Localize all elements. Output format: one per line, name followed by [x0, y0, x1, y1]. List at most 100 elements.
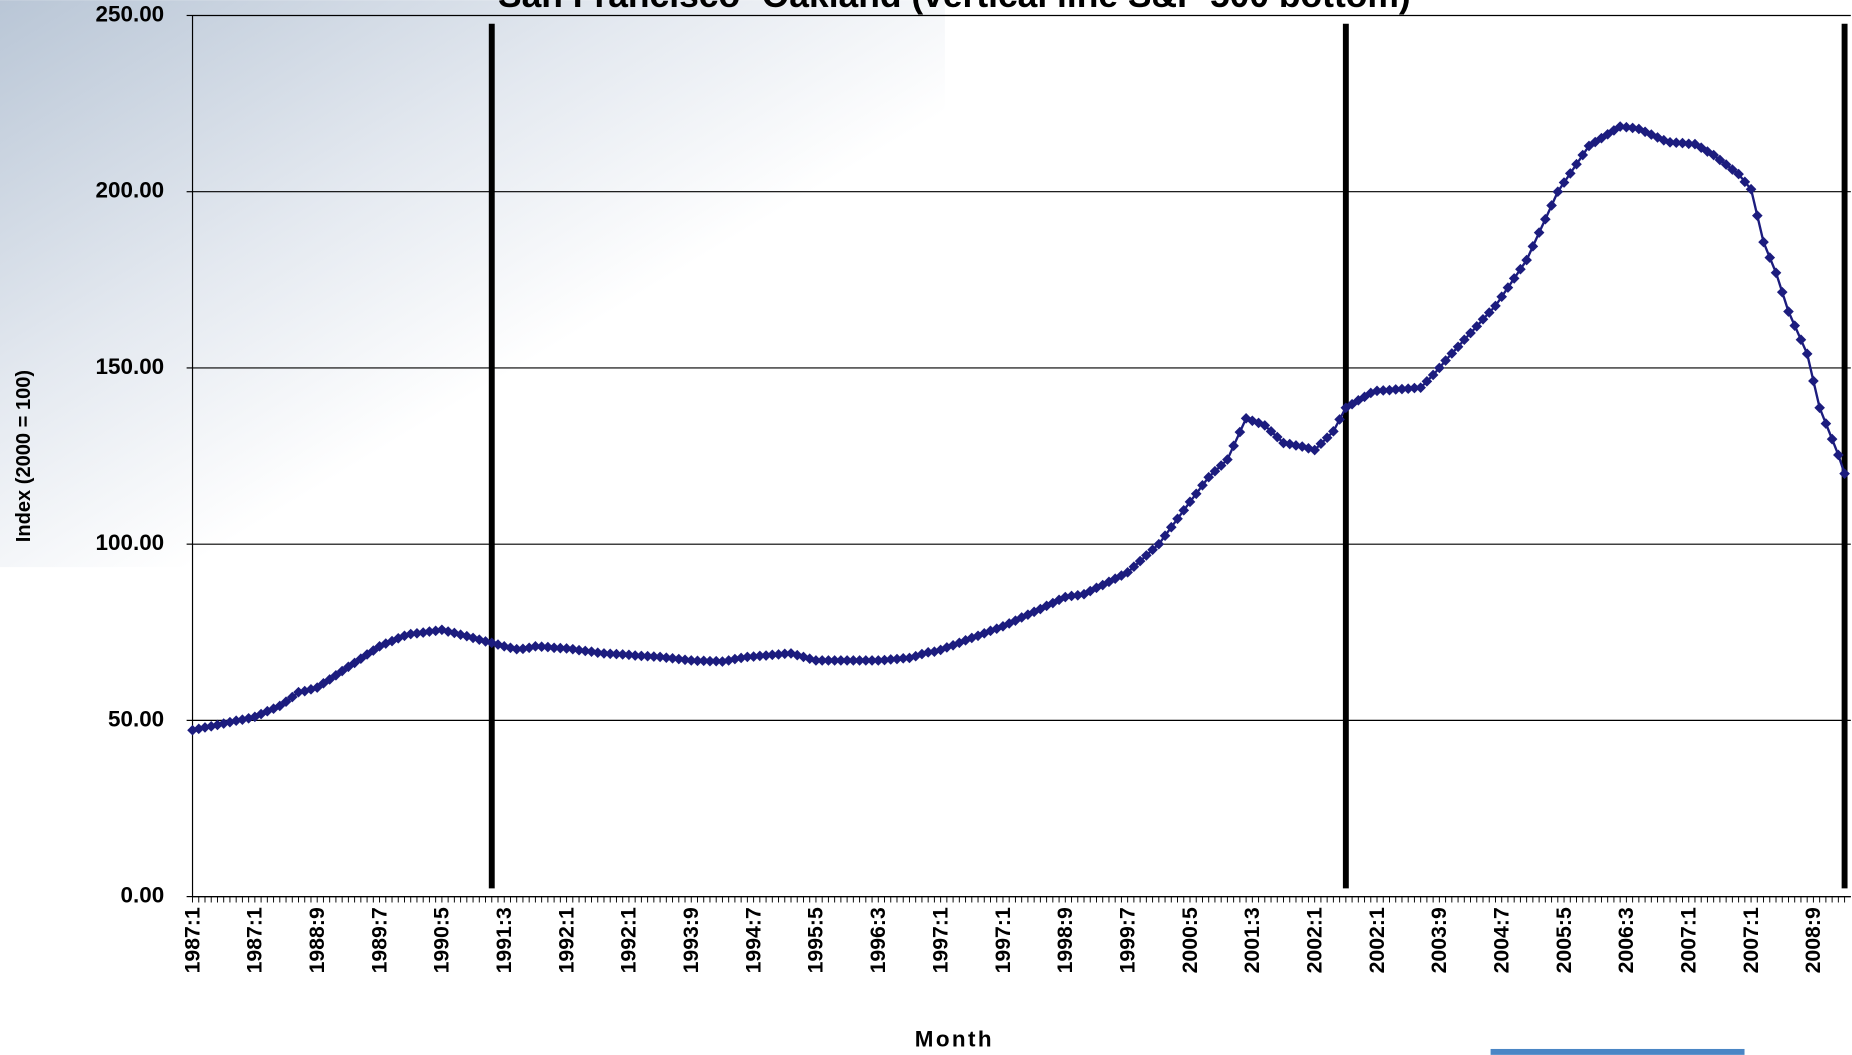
data-point [897, 653, 909, 664]
data-point [1820, 418, 1832, 429]
data-point [542, 641, 554, 653]
data-point [673, 653, 685, 665]
x-tick-label: 2007:1 [1739, 907, 1763, 973]
data-point [748, 651, 759, 662]
data-point [1751, 210, 1763, 221]
data-point [1452, 341, 1464, 353]
x-tick-label: 1988:9 [305, 907, 329, 973]
x-axis-label: Month [915, 1027, 994, 1052]
data-point [405, 628, 417, 640]
x-tick-label: 1998:9 [1053, 907, 1077, 973]
data-point [766, 649, 778, 661]
x-tick-label: 1989:7 [367, 907, 391, 973]
data-point [860, 655, 872, 666]
data-point [1764, 252, 1776, 263]
data-point [1178, 505, 1190, 516]
data-point [629, 650, 641, 661]
y-tick-label: 250.00 [96, 1, 165, 26]
x-tick-label: 2001:3 [1240, 907, 1264, 973]
x-tick-label: 1995:5 [804, 907, 828, 973]
x-tick-label: 2007:1 [1677, 907, 1701, 973]
data-point [841, 655, 853, 666]
x-ticks [192, 896, 1846, 903]
data-point [1134, 555, 1146, 567]
background-photo [0, 0, 945, 568]
data-point [854, 655, 865, 666]
data-point [1427, 369, 1439, 381]
data-point [1078, 588, 1090, 600]
data-point [1228, 440, 1239, 452]
data-point [1022, 609, 1034, 620]
data-point [623, 649, 635, 661]
data-point [1783, 306, 1794, 317]
data-point [698, 655, 710, 667]
data-point [424, 626, 435, 637]
data-point [1153, 538, 1165, 550]
x-tick-label: 2002:1 [1365, 907, 1389, 973]
data-point [1814, 402, 1825, 414]
y-tick-label: 0.00 [121, 883, 165, 908]
data-point [754, 650, 766, 662]
data-point [1677, 137, 1688, 149]
data-point [579, 645, 591, 657]
data-point [1415, 382, 1426, 393]
data-point [773, 649, 784, 660]
x-tick-label: 2003:9 [1427, 907, 1451, 973]
data-point [1141, 550, 1152, 561]
x-tick-label: 1993:9 [679, 907, 703, 973]
chart-title: San Francisco- Oakland (vertical line S&… [498, 0, 1411, 15]
data-point [1558, 177, 1570, 188]
data-point [1234, 426, 1246, 438]
data-point [1670, 137, 1682, 149]
data-point [611, 648, 622, 660]
data-point [1795, 334, 1807, 346]
data-point [872, 655, 884, 666]
data-point [1733, 168, 1744, 180]
x-tick-label: 1990:5 [430, 907, 454, 973]
data-point [661, 652, 672, 663]
y-axis-label: Index (2000 = 100) [13, 370, 35, 542]
data-point [555, 642, 566, 654]
y-tick-label: 200.00 [96, 178, 165, 203]
data-point [511, 643, 523, 655]
x-tick-label: 1997:1 [928, 907, 952, 973]
data-point [1540, 213, 1551, 225]
data-point [1159, 530, 1171, 542]
data-point [810, 655, 822, 666]
data-point [1421, 376, 1433, 387]
x-tick-label: 1996:3 [866, 907, 890, 973]
data-point [286, 691, 298, 703]
data-point [592, 647, 604, 659]
data-point [1203, 471, 1215, 483]
data-point [530, 641, 541, 652]
data-point [636, 650, 647, 662]
data-point [536, 641, 547, 653]
data-point [642, 650, 653, 662]
data-point [1839, 468, 1850, 479]
data-point [1465, 327, 1476, 339]
data-point [1409, 382, 1420, 394]
data-point [654, 651, 666, 663]
data-point [411, 628, 423, 639]
data-point [1446, 348, 1458, 359]
x-tick-label: 1992:1 [554, 907, 578, 973]
data-point [648, 651, 660, 662]
y-tick-label: 150.00 [96, 354, 165, 379]
data-point [1758, 236, 1769, 248]
data-point [598, 648, 610, 659]
data-point [1727, 164, 1738, 175]
footer-box [1490, 1048, 1745, 1055]
data-point [1683, 138, 1695, 150]
data-point [760, 650, 772, 661]
data-point [1508, 273, 1520, 284]
data-point [573, 644, 585, 656]
data-point [885, 654, 897, 665]
data-point [779, 648, 791, 660]
data-point [280, 696, 292, 708]
data-point [835, 655, 847, 666]
x-tick-label: 1991:3 [492, 907, 516, 973]
data-point [1172, 513, 1183, 525]
data-point [1776, 286, 1788, 298]
data-point [742, 651, 753, 663]
